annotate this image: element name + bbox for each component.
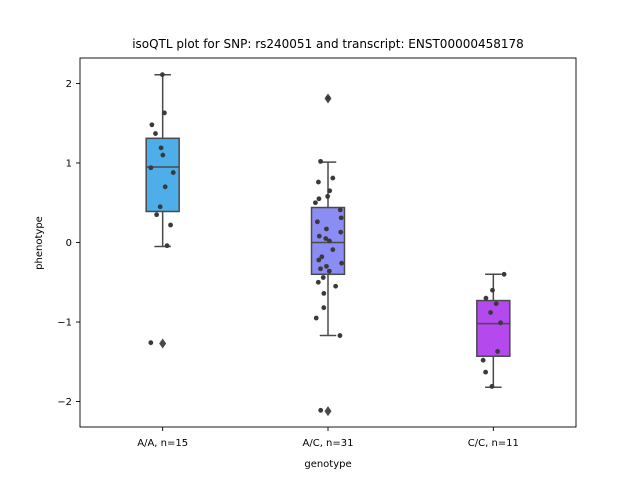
data-point [498,320,503,326]
data-point [330,175,336,181]
data-point [324,226,329,232]
data-point [148,165,154,171]
data-point [327,188,333,194]
data-point [315,279,321,285]
data-point [159,72,165,78]
data-point [325,193,331,199]
data-point [157,204,163,210]
data-point [162,184,168,190]
data-point [321,290,327,296]
data-point [493,301,499,307]
data-point [483,369,489,375]
y-tick-label: −2 [57,397,72,408]
x-tick-label: C/C, n=11 [468,438,519,449]
data-point [337,207,343,213]
data-point [488,310,493,315]
data-point [325,95,331,101]
data-point [316,233,322,239]
data-point [313,200,318,206]
y-axis-label: phenotype [34,216,45,270]
outlier-marker [324,406,332,417]
y-tick-label: −1 [57,318,72,329]
data-point [483,295,489,301]
data-point [323,236,329,241]
data-point [149,122,155,128]
data-point [324,263,329,269]
data-point [490,287,495,293]
x-tick-label: A/A, n=15 [137,438,188,449]
plot-layer [145,72,511,417]
data-point [316,257,322,263]
data-point [164,243,170,249]
data-point [501,271,507,277]
data-point [154,212,160,218]
box-group-3 [476,271,511,389]
data-point [314,219,320,225]
data-point [339,260,344,266]
data-point [170,170,176,175]
data-point [160,152,166,158]
data-point [333,283,339,289]
data-point [495,349,501,354]
data-point [316,196,322,202]
data-point [326,268,332,274]
data-point [158,145,164,151]
data-point [338,229,344,235]
data-point [161,110,167,116]
iqr-box [145,137,180,213]
x-axis-label: genotype [304,459,351,470]
data-point [489,384,495,389]
outlier-marker [159,338,167,349]
chart-title: isoQTL plot for SNP: rs240051 and transc… [132,37,524,51]
data-point [327,238,332,244]
data-point [313,315,319,321]
box-group-2 [310,93,346,417]
data-point [318,407,324,413]
iqr-box [476,299,511,357]
data-point [316,179,321,185]
y-tick-label: 0 [66,238,72,249]
data-point [337,333,343,338]
y-tick-label: 2 [66,79,72,90]
data-point [318,266,323,272]
data-point [168,222,173,228]
data-point [321,305,327,311]
data-point [319,254,325,260]
data-point [330,247,336,253]
data-point [320,275,326,280]
y-tick-label: 1 [66,158,72,169]
data-point [153,131,158,136]
data-point [148,340,154,346]
data-point [318,158,323,164]
box-group-1 [145,72,180,349]
x-tick-label: A/C, n=31 [303,438,354,449]
data-point [338,215,344,221]
data-point [480,357,486,363]
axes-layer: 2 1 0 −1 −2 A/A, n=15 A/C, n=31 C/C, n=11 [57,57,577,449]
